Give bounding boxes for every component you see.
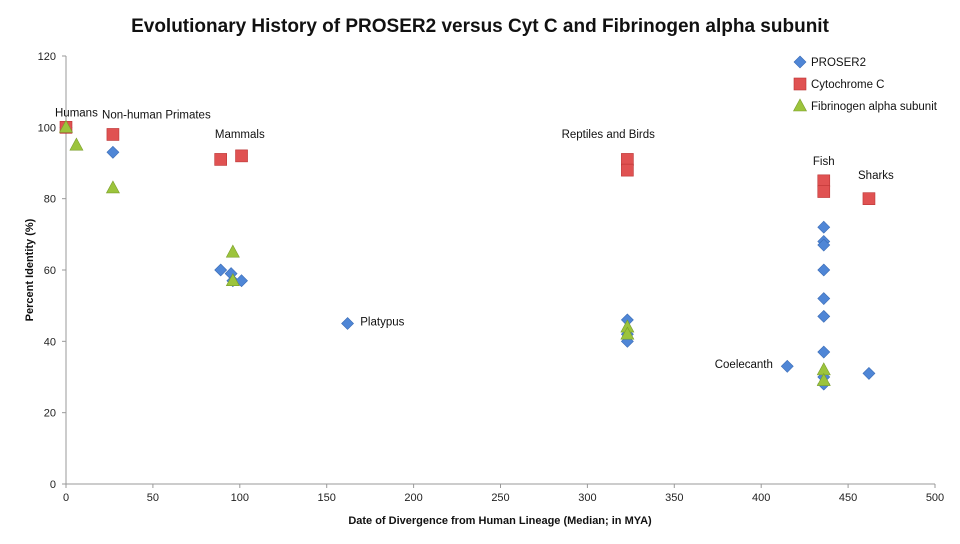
chart-title: Evolutionary History of PROSER2 versus C… <box>131 16 829 37</box>
x-tick-label: 350 <box>665 492 683 504</box>
y-tick-label: 80 <box>44 194 56 206</box>
data-point <box>817 220 831 234</box>
annotations: Humans Non-human Primates Mammals Platypus R… <box>55 108 894 371</box>
data-point <box>862 367 876 380</box>
annotation-label: Mammals <box>215 129 265 141</box>
y-tick-label: 20 <box>44 408 56 420</box>
legend-marker <box>792 98 808 112</box>
data-point <box>105 180 120 194</box>
data-point <box>214 153 227 166</box>
annotation-label: Non-human Primates <box>102 109 211 121</box>
annotation-label: Humans <box>55 108 98 120</box>
legend: PROSER2 Cytochrome C Fibrinogen alpha subu… <box>792 55 938 113</box>
y-tick-label: 0 <box>50 479 56 491</box>
data-point <box>817 292 831 305</box>
annotation-label: Coelecanth <box>715 359 773 371</box>
data-point <box>58 119 74 133</box>
data-marks <box>58 119 876 391</box>
y-tick-label: 40 <box>44 336 56 348</box>
data-point <box>106 145 120 159</box>
x-tick-label: 500 <box>926 492 944 504</box>
series-fibrinogen-alpha-subunit <box>58 119 831 386</box>
data-point <box>817 174 831 188</box>
y-tick-label: 120 <box>38 51 56 63</box>
data-point <box>341 317 354 330</box>
y-tick-label: 100 <box>38 122 56 134</box>
x-tick-label: 200 <box>404 492 422 504</box>
x-tick-label: 400 <box>752 492 770 504</box>
series-cytochrome-c <box>59 121 876 205</box>
annotation-label: Platypus <box>360 316 404 328</box>
data-point <box>621 163 634 177</box>
series-proser2 <box>59 120 876 391</box>
y-tick-label: 60 <box>44 265 56 277</box>
data-point <box>620 326 635 340</box>
x-tick-label: 300 <box>578 492 596 504</box>
data-point <box>817 309 831 323</box>
x-tick-label: 0 <box>63 492 69 504</box>
data-point <box>817 345 831 359</box>
axes: 0 50 100 150 200 250 300 350 400 450 500 0 20 40 60 80 1… <box>38 51 945 504</box>
data-point <box>780 359 794 373</box>
x-tick-label: 100 <box>231 492 249 504</box>
data-point <box>106 128 120 141</box>
data-point <box>214 263 228 277</box>
x-tick-label: 150 <box>318 492 336 504</box>
legend-label: Fibrinogen alpha subunit <box>811 101 938 113</box>
annotation-label: Sharks <box>858 170 894 182</box>
y-axis-label: Percent Identity (%) <box>24 218 36 321</box>
data-point <box>235 149 248 163</box>
x-tick-label: 450 <box>839 492 857 504</box>
data-point <box>817 185 831 198</box>
x-axis-label: Date of Divergence from Human Lineage (M… <box>348 515 652 527</box>
legend-marker <box>793 77 807 91</box>
x-tick-label: 50 <box>147 492 159 504</box>
x-tick-label: 250 <box>491 492 509 504</box>
data-point <box>862 192 876 205</box>
data-point <box>69 137 84 151</box>
legend-marker <box>793 55 807 69</box>
data-point <box>225 244 240 258</box>
legend-label: PROSER2 <box>811 57 866 69</box>
annotation-label: Fish <box>813 156 835 168</box>
data-point <box>225 273 240 286</box>
data-point <box>621 153 634 166</box>
legend-label: Cytochrome C <box>811 79 885 91</box>
annotation-label: Reptiles and Birds <box>562 129 656 141</box>
data-point <box>817 238 831 252</box>
data-point <box>817 263 831 277</box>
data-point <box>816 372 831 386</box>
